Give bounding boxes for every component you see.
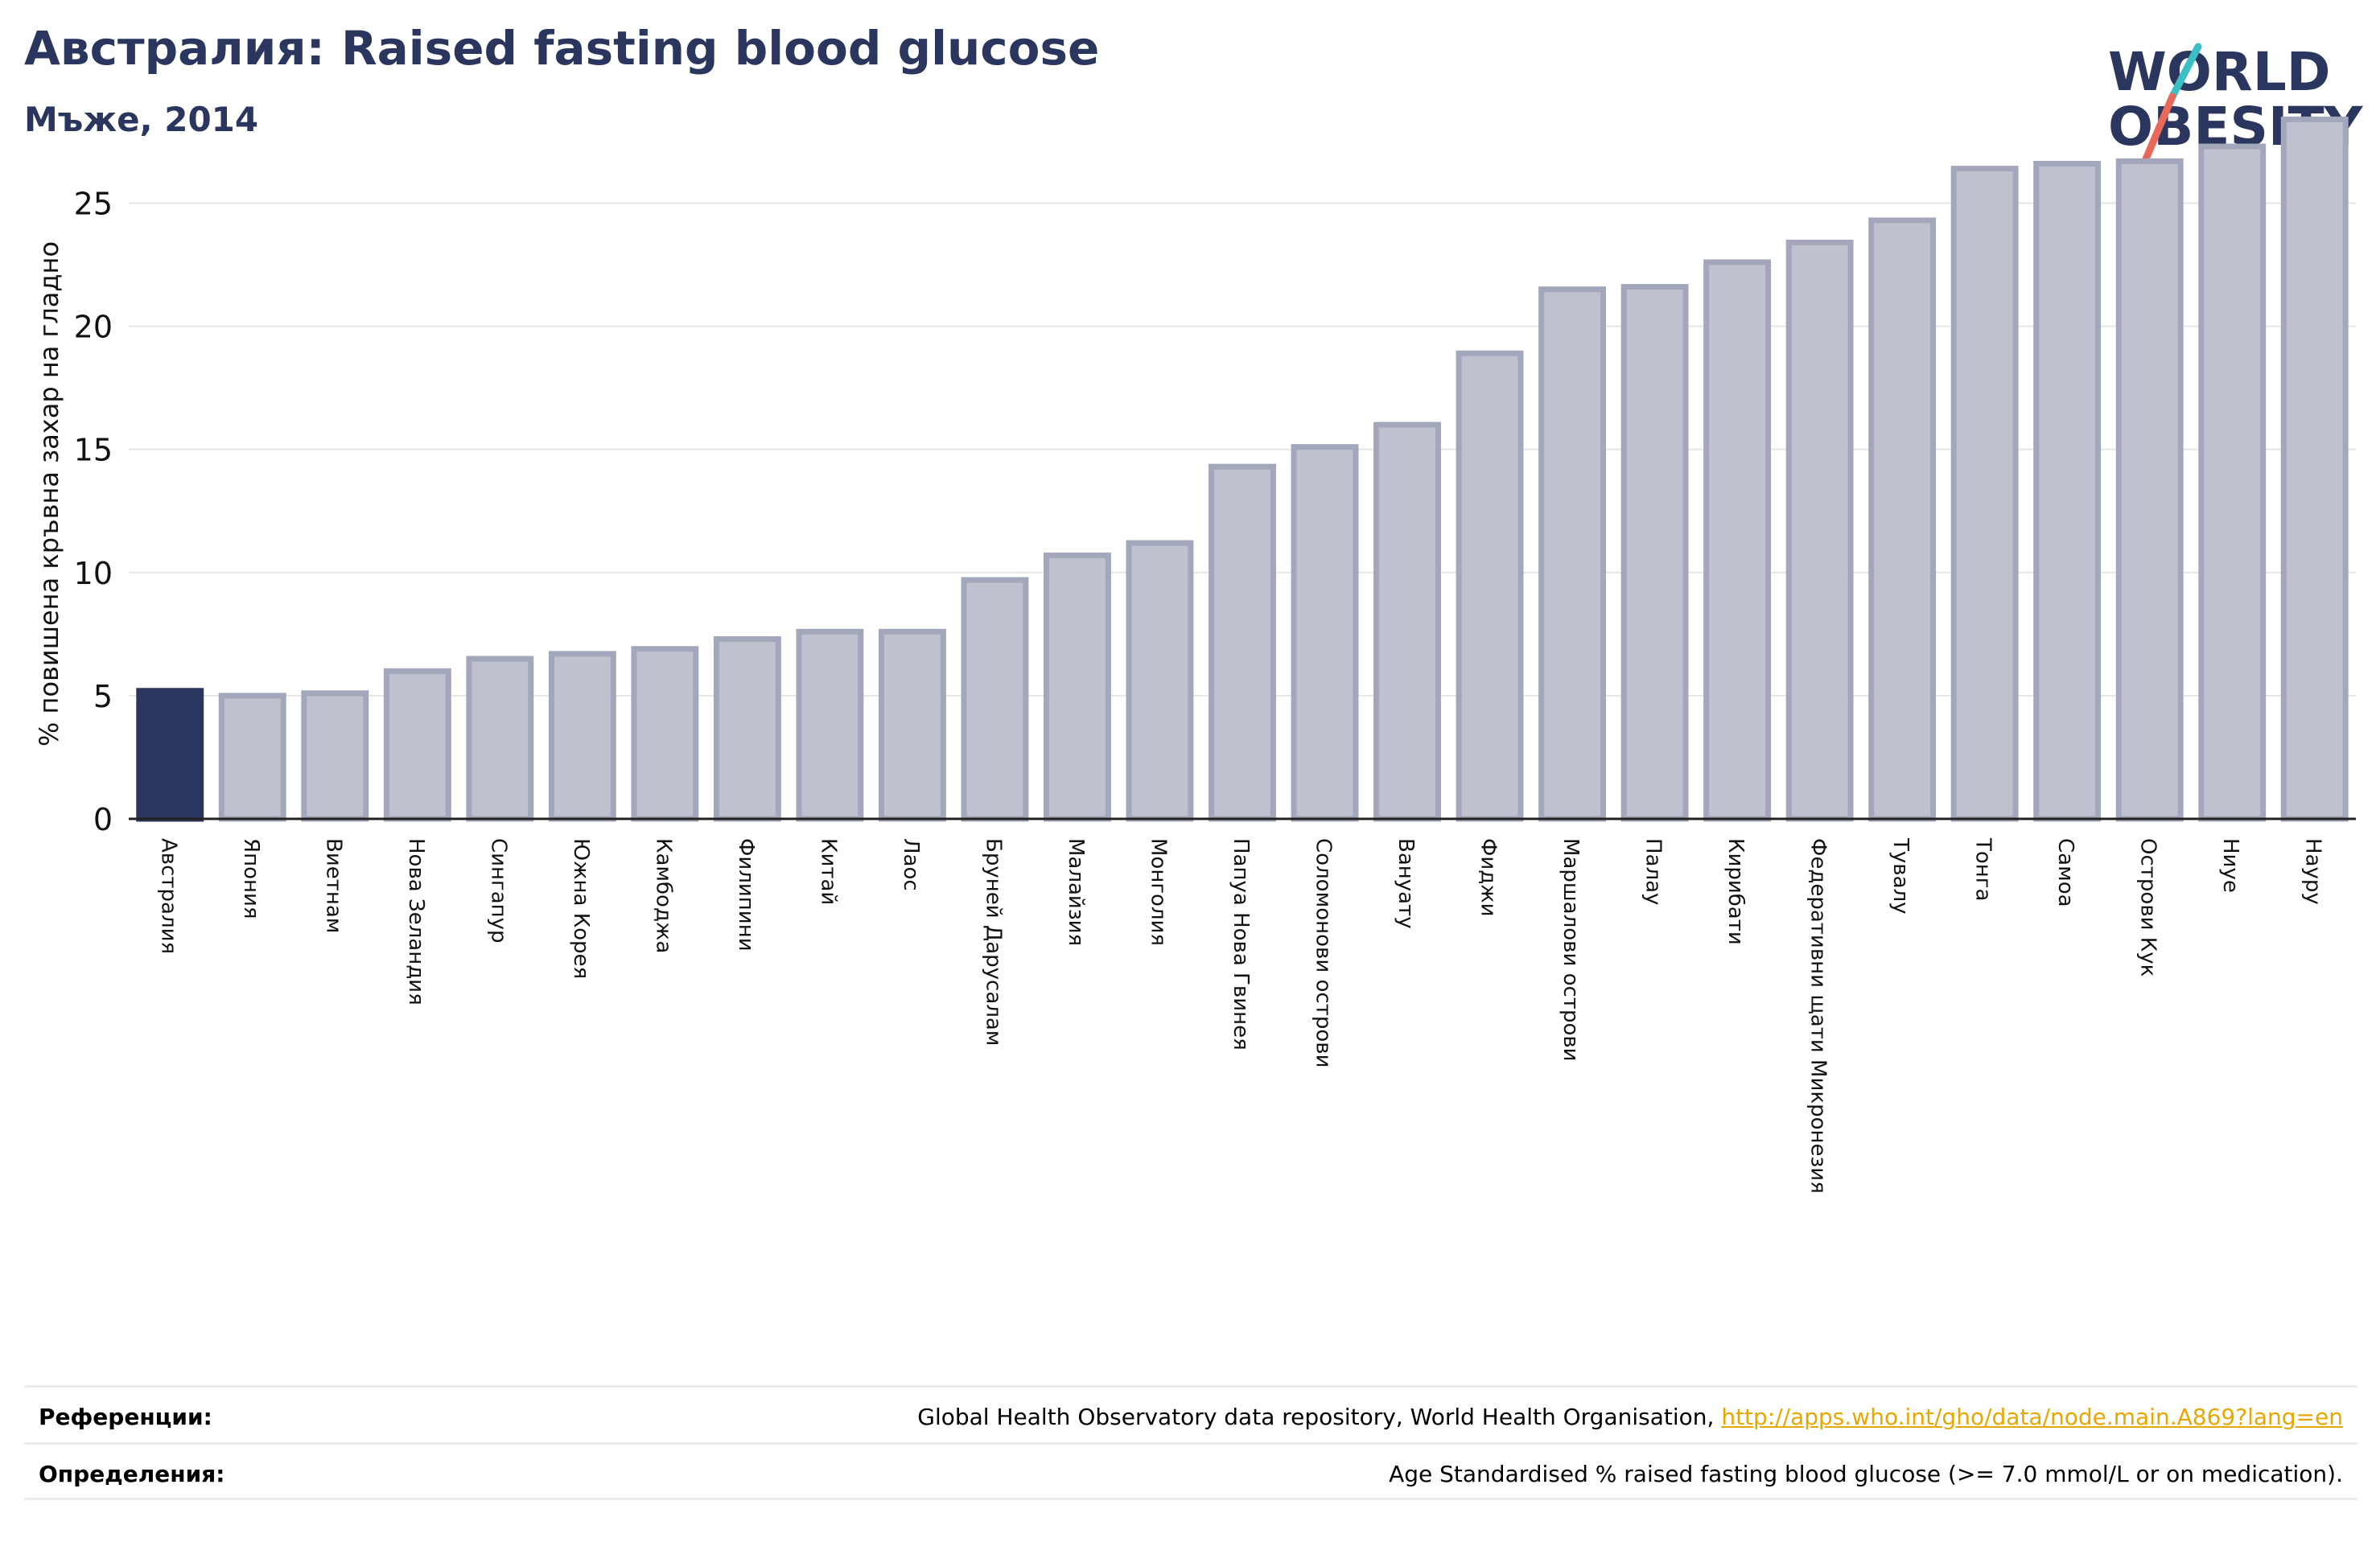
bar bbox=[218, 693, 286, 822]
y-tick-label: 10 bbox=[74, 556, 113, 591]
bar bbox=[301, 690, 369, 822]
x-tick-label: Науру bbox=[2301, 838, 2325, 905]
bar bbox=[2115, 158, 2184, 822]
x-tick-label: Маршалови острови bbox=[1559, 838, 1583, 1062]
bar bbox=[136, 688, 204, 822]
x-tick-label: Федеративни щати Микронезия bbox=[1806, 838, 1830, 1194]
bar bbox=[1538, 286, 1607, 822]
x-tick-label: Вануату bbox=[1394, 838, 1418, 929]
x-tick-label: Папуа Нова Гвинея bbox=[1229, 838, 1253, 1051]
bottom-divider bbox=[24, 1498, 2357, 1500]
bar bbox=[1209, 463, 1276, 822]
bar bbox=[878, 628, 946, 822]
bar bbox=[2280, 116, 2349, 822]
bar bbox=[1950, 166, 2019, 822]
logo-line1: WORLD bbox=[2108, 41, 2331, 103]
y-axis-label: % повишена кръвна захар на гладно bbox=[34, 241, 64, 746]
y-tick-label: 20 bbox=[74, 310, 113, 345]
y-tick-label: 25 bbox=[74, 186, 113, 221]
bar bbox=[631, 646, 699, 822]
definitions-row: Определения: Age Standardised % raised f… bbox=[24, 1442, 2357, 1501]
x-tick-label: Нова Зеландия bbox=[404, 838, 428, 1005]
references-row: Референции: Global Health Observatory da… bbox=[24, 1385, 2357, 1444]
bar bbox=[466, 656, 534, 822]
bar bbox=[1785, 239, 1854, 822]
x-tick-label: Бруней Дарусалам bbox=[981, 838, 1005, 1046]
x-tick-label: Кирибати bbox=[1723, 838, 1748, 945]
x-tick-label: Соломонови острови bbox=[1311, 838, 1336, 1067]
chart-subtitle: Мъже, 2014 bbox=[24, 100, 259, 139]
references-link[interactable]: http://apps.who.int/gho/data/node.main.A… bbox=[1721, 1404, 2343, 1430]
y-tick-label: 15 bbox=[74, 433, 113, 468]
x-tick-label: Ниуе bbox=[2218, 838, 2242, 893]
bar bbox=[383, 668, 451, 822]
x-tick-label: Монголия bbox=[1146, 838, 1170, 946]
x-tick-label: Острови Кук bbox=[2136, 838, 2160, 977]
x-tick-label: Филипини bbox=[734, 838, 758, 952]
x-tick-label: Китай bbox=[816, 838, 840, 905]
references-label: Референции: bbox=[39, 1404, 212, 1430]
logo-slash-top bbox=[2168, 43, 2202, 101]
x-tick-label: Австралия bbox=[156, 838, 180, 954]
bar bbox=[2033, 160, 2102, 822]
x-tick-label: Сингапур bbox=[486, 838, 510, 944]
x-tick-label: Лаос bbox=[899, 838, 923, 891]
bar bbox=[548, 651, 616, 822]
x-tick-label: Виетнам bbox=[321, 838, 345, 933]
bar bbox=[1620, 284, 1689, 822]
chart-title: Австралия: Raised fasting blood glucose bbox=[24, 21, 1100, 76]
bar bbox=[2198, 143, 2267, 822]
bar bbox=[1703, 259, 1772, 822]
bar bbox=[1126, 540, 1194, 822]
logo-slash-bottom bbox=[2141, 93, 2176, 165]
x-tick-label: Тувалу bbox=[1888, 837, 1913, 915]
bar bbox=[1373, 421, 1441, 822]
bar-chart: 0 5 10 15 20 25 Австралия Япония Виетнам Нова Зел… bbox=[34, 116, 2356, 1194]
x-tick-label: Южна Корея bbox=[569, 838, 593, 979]
definitions-label: Определения: bbox=[39, 1461, 225, 1487]
bar bbox=[1456, 350, 1524, 822]
bar bbox=[1044, 552, 1111, 822]
x-tick-label: Камбоджа bbox=[651, 838, 675, 953]
x-tick-label: Палау bbox=[1641, 838, 1666, 905]
definitions-text: Age Standardised % raised fasting blood … bbox=[1389, 1461, 2343, 1487]
x-tick-label: Малайзия bbox=[1064, 838, 1088, 946]
bar bbox=[796, 628, 864, 822]
x-tick-label: Тонга bbox=[1971, 837, 1995, 901]
y-tick-label: 0 bbox=[93, 802, 113, 837]
bar bbox=[713, 635, 781, 822]
x-tick-label: Фиджи bbox=[1476, 838, 1501, 917]
y-tick-label: 5 bbox=[93, 679, 113, 714]
x-tick-label: Япония bbox=[239, 838, 263, 919]
references-text: Global Health Observatory data repositor… bbox=[917, 1404, 1722, 1430]
bar bbox=[1291, 444, 1359, 822]
references-value: Global Health Observatory data repositor… bbox=[917, 1404, 2343, 1430]
x-tick-label: Самоа bbox=[2053, 838, 2077, 907]
bar bbox=[961, 577, 1029, 822]
bar bbox=[1868, 217, 1937, 822]
